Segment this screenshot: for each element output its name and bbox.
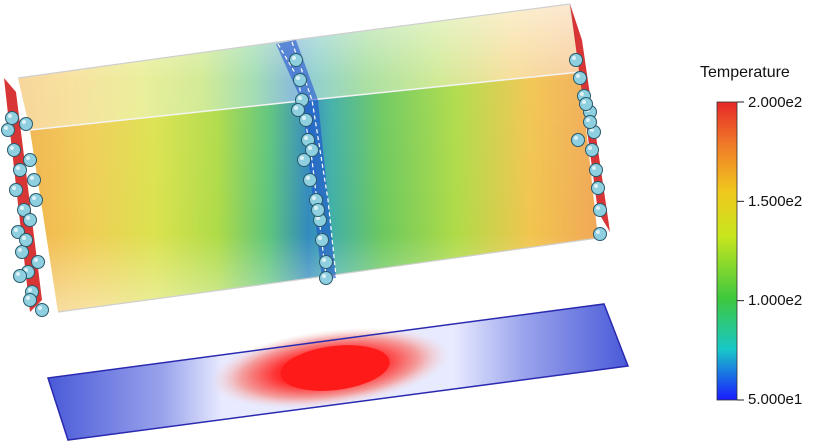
colorbar-tick-label-200: 2.000e2 xyxy=(748,94,803,111)
particle-sphere xyxy=(319,255,333,269)
particle-highlight xyxy=(28,288,32,292)
particle-highlight xyxy=(308,146,312,150)
particle-highlight xyxy=(22,120,26,124)
particle-highlight xyxy=(592,166,596,170)
particle-highlight xyxy=(588,146,592,150)
particle-sphere xyxy=(7,143,21,157)
particle-sphere xyxy=(35,303,49,317)
particle-highlight xyxy=(10,146,14,150)
particle-sphere xyxy=(579,97,593,111)
particle-sphere xyxy=(23,293,37,307)
particle-highlight xyxy=(292,56,296,60)
particle-highlight xyxy=(322,258,326,262)
particle-sphere xyxy=(305,143,319,157)
particle-highlight xyxy=(294,106,298,110)
particle-highlight xyxy=(316,216,320,220)
particle-highlight xyxy=(32,196,36,200)
particle-sphere xyxy=(571,133,585,147)
particles-group xyxy=(1,53,607,317)
particle-highlight xyxy=(572,56,576,60)
particle-highlight xyxy=(312,196,316,200)
particle-highlight xyxy=(306,176,310,180)
particle-sphere xyxy=(23,213,37,227)
particle-highlight xyxy=(4,126,8,130)
particle-highlight xyxy=(322,274,326,278)
particle-sphere xyxy=(591,181,605,195)
colorbar xyxy=(716,101,744,401)
temperature-slice xyxy=(47,303,630,441)
colorbar-tick-label-50: 5.000e1 xyxy=(748,391,803,408)
particle-highlight xyxy=(590,128,594,132)
particle-highlight xyxy=(18,248,22,252)
particle-sphere xyxy=(19,233,33,247)
particle-highlight xyxy=(318,236,322,240)
particle-sphere xyxy=(293,73,307,87)
particle-highlight xyxy=(26,296,30,300)
particle-highlight xyxy=(16,272,20,276)
particle-highlight xyxy=(298,96,302,100)
particle-highlight xyxy=(30,176,34,180)
particle-highlight xyxy=(576,74,580,78)
particle-sphere xyxy=(23,153,37,167)
particle-sphere xyxy=(15,245,29,259)
particle-highlight xyxy=(302,116,306,120)
particle-sphere xyxy=(311,203,325,217)
particle-sphere xyxy=(9,183,23,197)
particle-sphere xyxy=(315,233,329,247)
particle-highlight xyxy=(314,206,318,210)
particle-highlight xyxy=(8,114,12,118)
particle-highlight xyxy=(596,230,600,234)
particle-highlight xyxy=(586,118,590,122)
particle-sphere xyxy=(593,227,607,241)
particle-sphere xyxy=(585,143,599,157)
colorbar-title: Temperature xyxy=(700,64,790,81)
particle-highlight xyxy=(574,136,578,140)
particle-sphere xyxy=(13,163,27,177)
particle-highlight xyxy=(596,206,600,210)
particle-highlight xyxy=(38,306,42,310)
particle-highlight xyxy=(26,156,30,160)
particle-highlight xyxy=(26,216,30,220)
particle-highlight xyxy=(580,92,584,96)
particle-sphere xyxy=(291,103,305,117)
particle-highlight xyxy=(14,228,18,232)
particle-highlight xyxy=(304,136,308,140)
particle-highlight xyxy=(22,236,26,240)
particle-sphere xyxy=(1,123,15,137)
particle-sphere xyxy=(27,173,41,187)
particle-sphere xyxy=(589,163,603,177)
particle-highlight xyxy=(300,156,304,160)
particle-highlight xyxy=(20,206,24,210)
particle-sphere xyxy=(29,193,43,207)
particle-highlight xyxy=(16,166,20,170)
particle-sphere xyxy=(583,115,597,129)
particle-sphere xyxy=(303,173,317,187)
particle-sphere xyxy=(569,53,583,67)
particle-highlight xyxy=(12,186,16,190)
particle-highlight xyxy=(24,268,28,272)
boundary-plane-left xyxy=(4,78,42,312)
particle-highlight xyxy=(34,258,38,262)
particle-highlight xyxy=(582,100,586,104)
particle-sphere xyxy=(573,71,587,85)
particle-sphere xyxy=(5,111,19,125)
particle-sphere xyxy=(31,255,45,269)
colorbar-tick-label-150: 1.500e2 xyxy=(748,193,803,210)
volume-box xyxy=(17,3,599,313)
particle-sphere xyxy=(289,53,303,67)
particle-sphere xyxy=(319,271,333,285)
particle-highlight xyxy=(594,184,598,188)
colorbar-tick-label-100: 1.000e2 xyxy=(748,292,803,309)
particle-sphere xyxy=(593,203,607,217)
particle-sphere xyxy=(13,269,27,283)
particle-highlight xyxy=(296,76,300,80)
particle-sphere xyxy=(19,117,33,131)
